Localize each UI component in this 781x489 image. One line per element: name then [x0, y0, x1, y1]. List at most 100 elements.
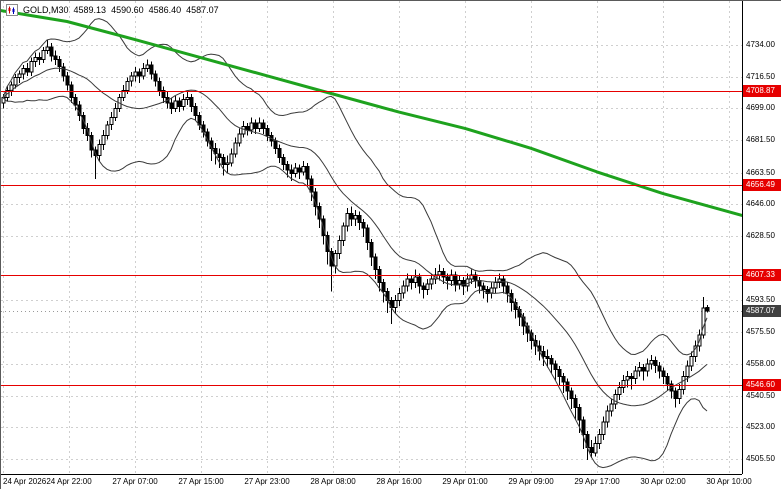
- candle: [377, 266, 382, 292]
- candle: [465, 273, 470, 292]
- candle: [553, 360, 558, 381]
- price-tick-label: 4505.50: [746, 454, 775, 464]
- time-tick-label: 28 Apr 16:00: [376, 477, 422, 486]
- candle: [365, 224, 370, 250]
- candle: [185, 92, 190, 105]
- candle: [41, 46, 46, 64]
- candle: [113, 103, 118, 122]
- bollinger-middle-band: [2, 67, 708, 407]
- bollinger-upper-band: [2, 18, 708, 356]
- candle: [137, 68, 142, 84]
- candle: [673, 387, 678, 408]
- price-tick-label: 4575.50: [746, 327, 775, 337]
- candle: [33, 52, 38, 67]
- candle: [121, 84, 126, 102]
- candle: [65, 72, 70, 91]
- candle: [549, 354, 554, 373]
- time-tick-label: 28 Apr 08:00: [310, 477, 356, 486]
- candle: [485, 286, 490, 303]
- candle: [13, 74, 18, 89]
- candle: [665, 373, 670, 392]
- candle: [157, 77, 162, 96]
- candle: [581, 416, 586, 450]
- price-tick-label: 4681.50: [746, 135, 775, 145]
- moving-average-line: [1, 9, 742, 217]
- candle: [329, 248, 334, 292]
- candle: [369, 238, 374, 267]
- candle: [357, 211, 362, 230]
- candle: [229, 148, 234, 167]
- candle: [61, 63, 66, 82]
- candle: [289, 164, 294, 181]
- candle: [641, 363, 646, 381]
- candle: [501, 275, 506, 294]
- candle: [677, 383, 682, 404]
- price-tick-label: 4540.50: [746, 390, 775, 400]
- time-tick-label: 29 Apr 09:00: [508, 477, 554, 486]
- candle: [657, 362, 662, 379]
- candle: [145, 59, 150, 73]
- candle: [381, 278, 386, 303]
- candle: [633, 365, 638, 384]
- candle: [53, 50, 58, 65]
- candle: [141, 63, 146, 80]
- candle: [245, 122, 250, 136]
- candle: [589, 440, 594, 459]
- candle: [429, 273, 434, 290]
- time-axis[interactable]: 24 Apr 2026 24 Apr 22:00 27 Apr 07:00 27 Ap…: [1, 474, 752, 489]
- candle: [453, 271, 458, 292]
- candle: [349, 206, 354, 227]
- candle: [297, 164, 302, 180]
- candle: [457, 275, 462, 290]
- candle: [661, 367, 666, 384]
- candle: [169, 97, 174, 114]
- candle: [597, 429, 602, 450]
- candle: [653, 356, 658, 373]
- candle: [25, 63, 30, 76]
- price-tick-label: 4699.00: [746, 103, 775, 113]
- candle: [373, 253, 378, 279]
- chart-icon: [6, 4, 18, 16]
- chart-plot-area[interactable]: [1, 1, 742, 474]
- candle: [181, 94, 186, 111]
- candle: [257, 117, 262, 132]
- candle: [101, 130, 106, 151]
- candle: [557, 365, 562, 386]
- candle: [593, 436, 598, 457]
- candle: [389, 296, 394, 325]
- time-tick-label: 29 Apr 01:00: [442, 477, 488, 486]
- candle: [173, 95, 178, 113]
- candle: [153, 70, 158, 87]
- candle: [85, 122, 90, 142]
- candle: [161, 86, 166, 103]
- candle: [81, 112, 86, 134]
- ohlc-high: 4590.60: [111, 5, 144, 15]
- candle: [253, 119, 258, 134]
- price-tick-label: 4558.00: [746, 358, 775, 368]
- candle: [301, 161, 306, 176]
- candle: [681, 371, 686, 395]
- candle: [221, 153, 226, 176]
- candle: [573, 394, 578, 421]
- ohlc-open: 4589.13: [73, 5, 107, 15]
- candle: [97, 139, 102, 161]
- candle: [489, 282, 494, 299]
- candle: [305, 162, 310, 187]
- level-price-tag: 4607.33: [743, 268, 781, 281]
- candle: [405, 273, 410, 292]
- candle: [473, 271, 478, 288]
- candle: [265, 124, 270, 142]
- time-tick-label: 27 Apr 15:00: [178, 477, 224, 486]
- candle: [337, 235, 342, 259]
- price-tick-label: 4523.00: [746, 422, 775, 432]
- price-tick-label: 4646.00: [746, 199, 775, 209]
- price-axis[interactable]: 4734.00 4716.50 4699.00 4681.50 4663.50 4646.…: [742, 1, 781, 474]
- candle: [45, 39, 50, 55]
- time-tick-label: 27 Apr 07:00: [112, 477, 158, 486]
- candle: [293, 162, 298, 178]
- candle: [237, 128, 242, 147]
- candle: [545, 349, 550, 368]
- candle: [189, 94, 194, 113]
- candle: [345, 208, 350, 232]
